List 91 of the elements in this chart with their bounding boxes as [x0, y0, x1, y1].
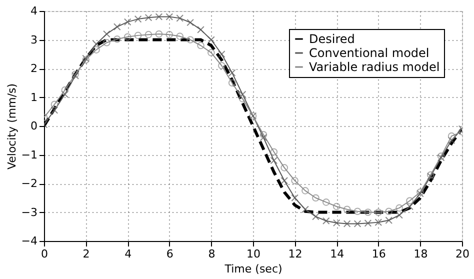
- point: [343, 206, 351, 214]
- point: [406, 202, 414, 210]
- point: [144, 30, 152, 38]
- point: [218, 62, 226, 70]
- point: [406, 197, 414, 204]
- point: [270, 148, 278, 156]
- y-tick-label: −3: [21, 206, 38, 219]
- y-tick-label: 4: [30, 4, 38, 18]
- point: [176, 32, 184, 40]
- point: [134, 32, 142, 40]
- y-tick-label: 2: [30, 62, 38, 75]
- legend-label: Conventional model: [309, 46, 430, 60]
- point: [322, 198, 330, 206]
- y-tick-label: 1: [30, 90, 38, 104]
- legend-label: Desired: [309, 32, 355, 46]
- point: [302, 187, 309, 194]
- point: [103, 30, 110, 38]
- point: [186, 18, 194, 26]
- y-tick-label: −1: [21, 148, 38, 162]
- point: [280, 164, 288, 172]
- point: [448, 136, 456, 144]
- point: [312, 212, 320, 220]
- point: [113, 36, 121, 43]
- x-tick-label: 16: [372, 248, 386, 260]
- point: [61, 86, 69, 94]
- x-tick-label: 20: [456, 248, 470, 260]
- point: [322, 217, 330, 225]
- point: [291, 194, 298, 202]
- point: [385, 208, 393, 216]
- point: [61, 90, 69, 98]
- point: [124, 33, 132, 41]
- point: [176, 14, 184, 22]
- point: [364, 220, 372, 227]
- x-axis-title: Time (sec): [224, 262, 282, 276]
- point: [354, 208, 362, 216]
- point: [166, 13, 174, 20]
- point: [113, 23, 121, 30]
- point: [166, 30, 174, 38]
- point: [218, 50, 226, 58]
- x-tick-label: 2: [82, 248, 90, 260]
- y-tick-label: 0: [30, 120, 38, 132]
- point: [103, 38, 110, 46]
- point: [260, 130, 268, 138]
- y-axis-title: Velocity (mm/s): [5, 83, 18, 170]
- x-tick-label: 12: [288, 248, 302, 260]
- point: [354, 220, 362, 228]
- point: [50, 106, 58, 114]
- y-tick-label: 3: [30, 33, 38, 46]
- point: [280, 176, 288, 184]
- point: [332, 202, 340, 210]
- point: [364, 208, 372, 216]
- point: [155, 13, 163, 20]
- point: [396, 211, 403, 219]
- point: [144, 14, 152, 22]
- x-tick-label: 0: [41, 248, 48, 260]
- x-tick-label: 4: [124, 248, 132, 260]
- point: [448, 132, 456, 140]
- point: [332, 219, 340, 227]
- point: [228, 69, 236, 76]
- point: [238, 90, 246, 98]
- point: [197, 42, 204, 50]
- point: [50, 100, 58, 108]
- x-tick-label: 8: [208, 248, 216, 260]
- point: [92, 46, 100, 54]
- point: [186, 36, 194, 44]
- point: [208, 49, 215, 56]
- point: [374, 218, 382, 226]
- point: [238, 95, 246, 102]
- point: [197, 26, 204, 34]
- point: [92, 40, 100, 48]
- point: [291, 176, 298, 184]
- point: [385, 216, 393, 224]
- y-tick-label: −4: [21, 234, 38, 248]
- legend-label: Variable radius model: [309, 60, 440, 74]
- point: [343, 220, 351, 228]
- y-tick-label: −2: [21, 177, 38, 190]
- point: [228, 79, 236, 87]
- point: [155, 30, 163, 38]
- point: [260, 134, 268, 142]
- point: [302, 206, 309, 214]
- point: [208, 36, 215, 44]
- point: [312, 194, 320, 202]
- point: [396, 204, 403, 212]
- x-tick-label: 18: [414, 248, 428, 260]
- point: [134, 15, 142, 23]
- point: [270, 156, 278, 164]
- point: [124, 18, 132, 26]
- point: [374, 208, 382, 216]
- x-tick-label: 14: [330, 248, 344, 260]
- x-tick-label: 6: [166, 248, 174, 260]
- x-tick-label: 10: [246, 248, 260, 260]
